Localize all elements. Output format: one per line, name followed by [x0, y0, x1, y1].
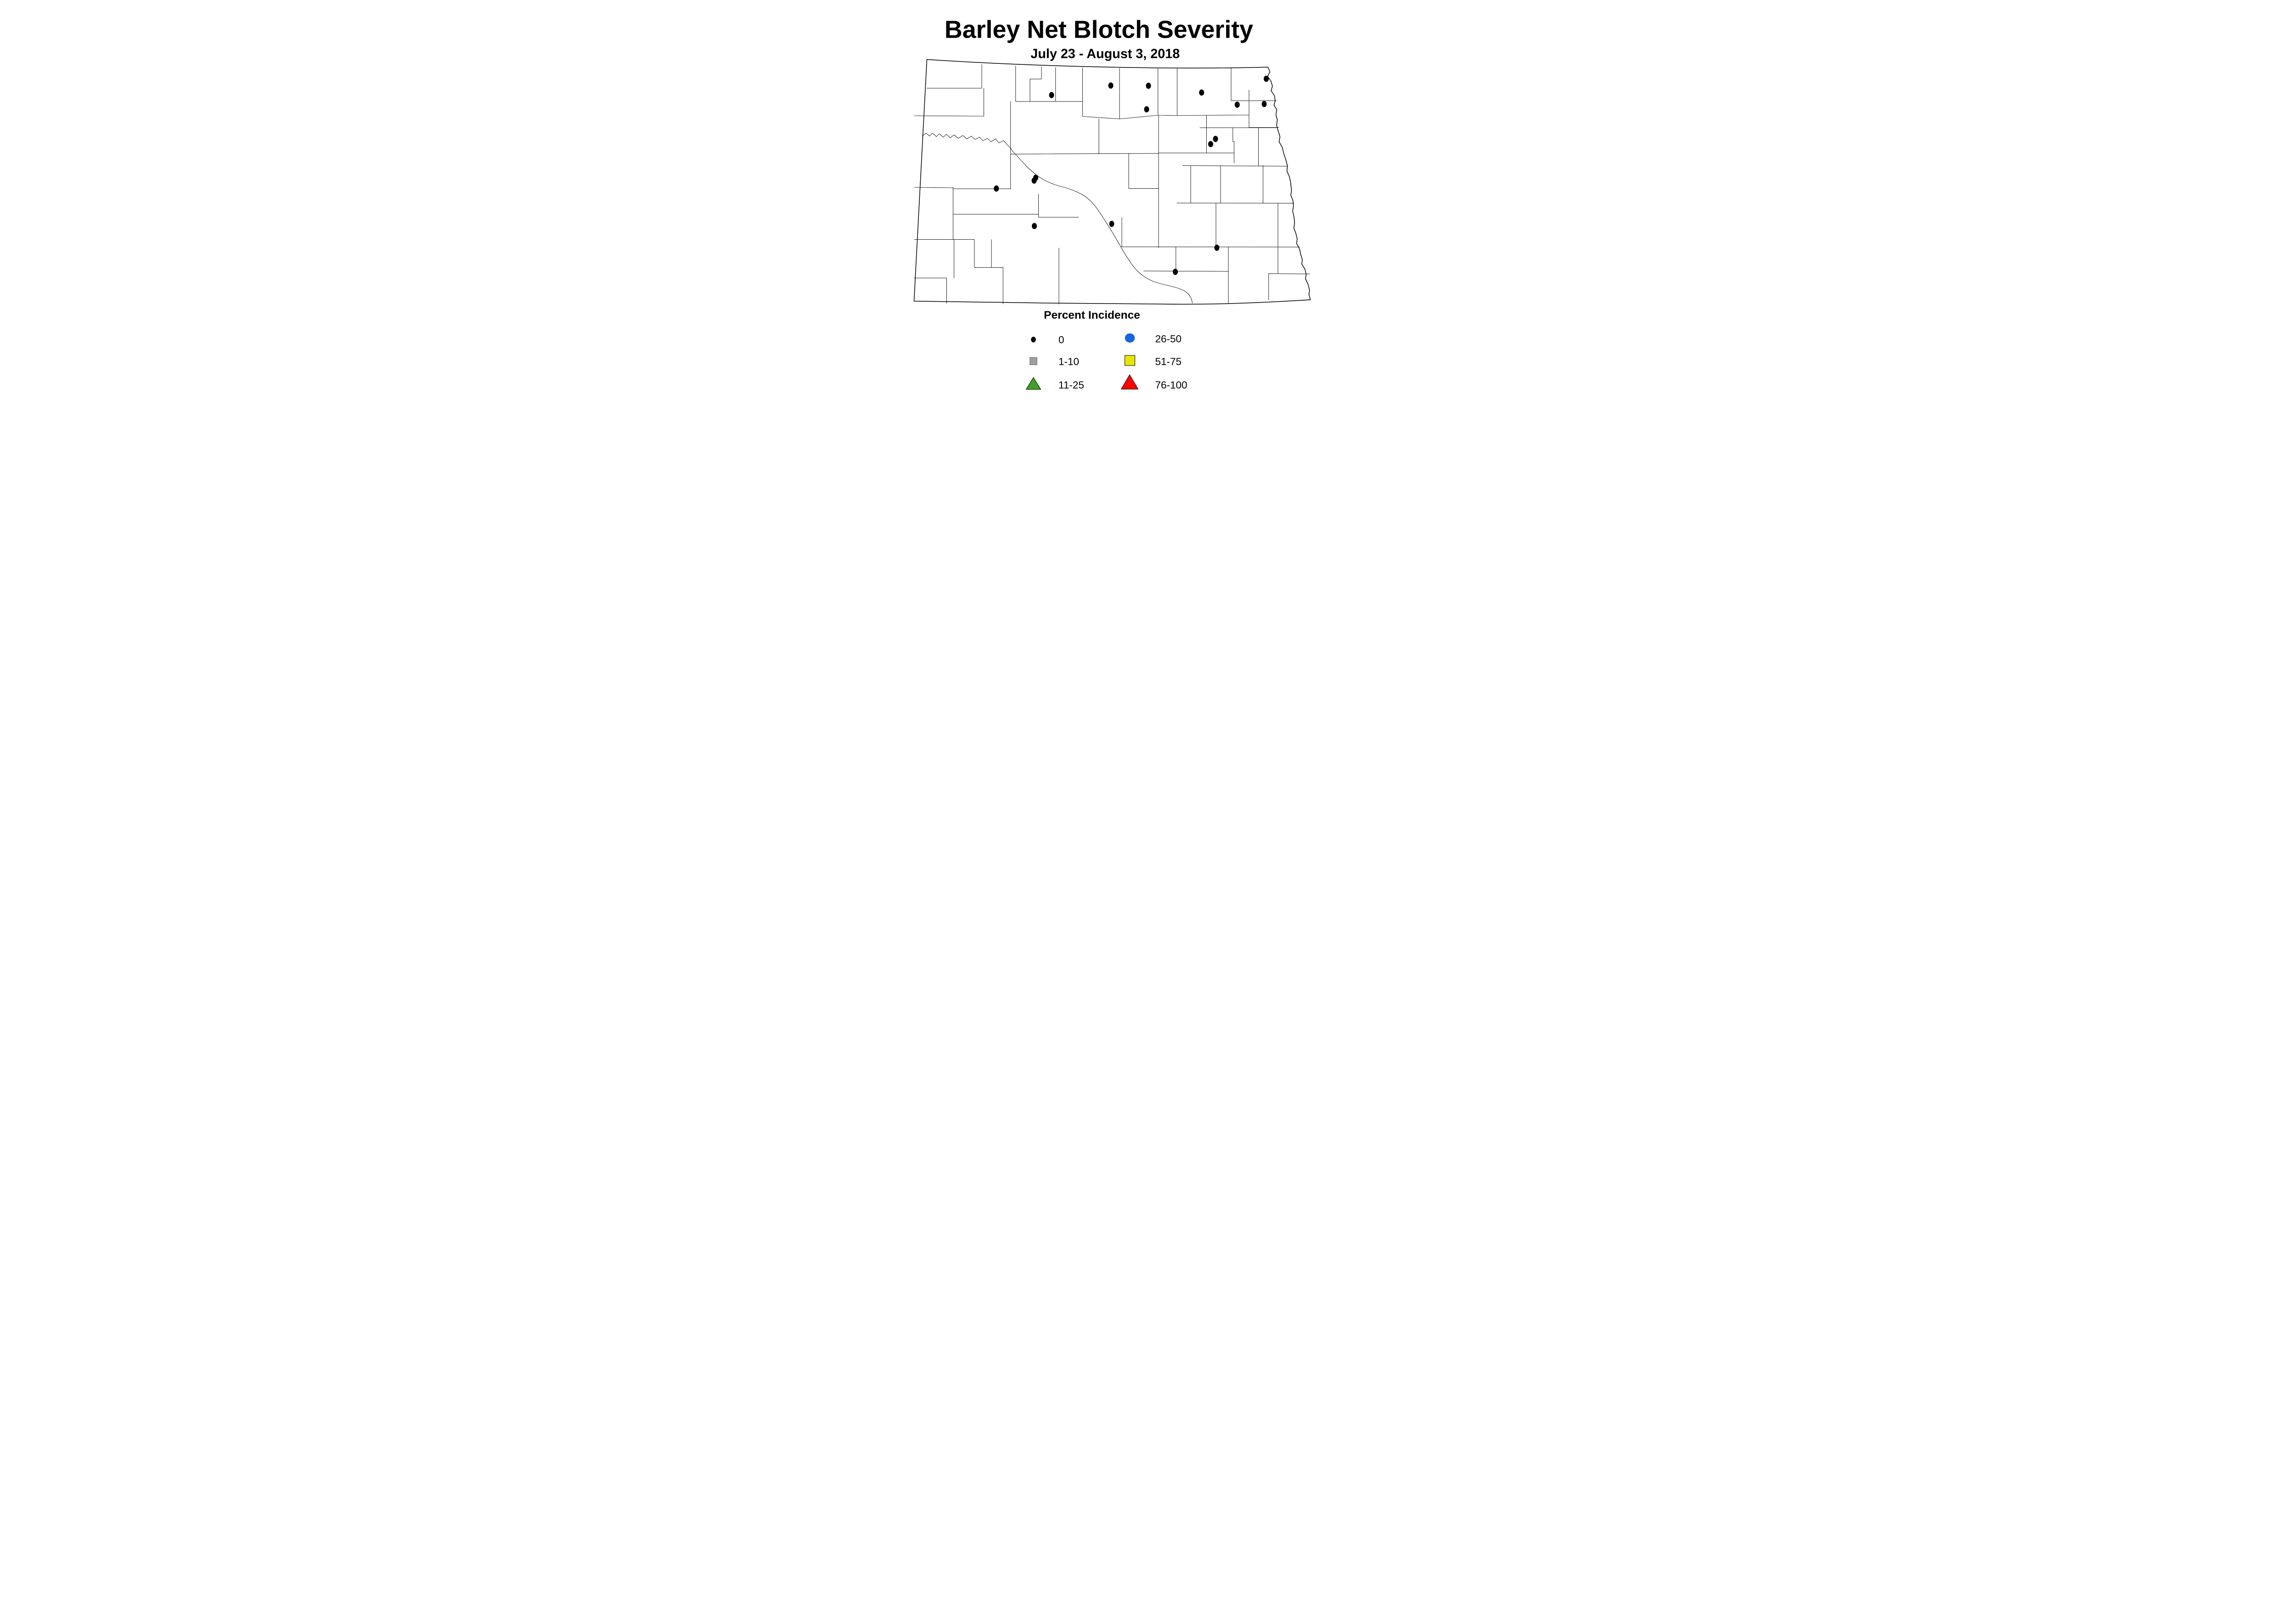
site-dot — [1144, 106, 1149, 113]
legend-label-1-10: 1-10 — [1058, 356, 1079, 367]
site-dot — [1031, 177, 1037, 184]
legend: Percent Incidence 0 1-10 11-25 26-50 51-… — [1025, 309, 1187, 391]
site-dot — [1108, 82, 1114, 89]
site-dot — [1199, 89, 1204, 96]
site-dot — [1032, 223, 1037, 229]
site-dot — [1049, 92, 1054, 98]
site-dot — [1208, 141, 1213, 147]
legend-label-0: 0 — [1058, 334, 1064, 346]
site-dot — [1261, 101, 1267, 107]
site-dot — [1109, 220, 1114, 227]
legend-marker-0-dot-icon — [1031, 337, 1036, 343]
legend-marker-76-100-triangle-icon — [1120, 374, 1139, 389]
legend-marker-51-75-square-icon — [1125, 355, 1135, 366]
legend-label-11-25: 11-25 — [1058, 379, 1084, 391]
nd-county-map-figure: Barley Net Blotch Severity July 23 - Aug… — [766, 0, 1530, 403]
site-dot — [1264, 75, 1269, 82]
county-boundaries — [914, 64, 1310, 304]
site-dot — [1234, 101, 1240, 108]
legend-marker-11-25-triangle-icon — [1025, 377, 1041, 390]
site-dots-layer — [994, 75, 1269, 275]
legend-label-51-75: 51-75 — [1155, 356, 1182, 367]
legend-label-26-50: 26-50 — [1155, 333, 1182, 345]
site-dot — [994, 185, 999, 192]
page-title: Barley Net Blotch Severity — [945, 16, 1253, 44]
missouri-river-line — [922, 133, 1193, 304]
legend-label-76-100: 76-100 — [1155, 379, 1187, 391]
state-outline — [913, 59, 1311, 305]
page-subtitle: July 23 - August 3, 2018 — [1030, 46, 1180, 61]
site-dot — [1214, 244, 1220, 251]
legend-title: Percent Incidence — [1044, 309, 1140, 321]
legend-marker-26-50-circle-icon — [1125, 333, 1135, 343]
site-dot — [1213, 135, 1218, 142]
legend-marker-1-10-square-icon — [1030, 357, 1037, 365]
site-dot — [1173, 269, 1178, 275]
site-dot — [1146, 83, 1151, 89]
barley-net-blotch-figure: Barley Net Blotch Severity July 23 - Aug… — [766, 0, 1530, 403]
